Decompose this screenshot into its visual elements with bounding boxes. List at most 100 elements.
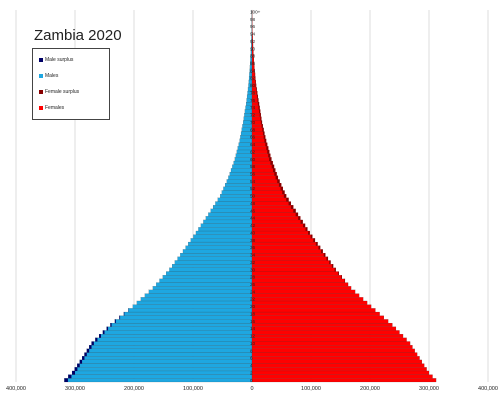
female-surplus-bar bbox=[300, 219, 303, 224]
chart-title: Zambia 2020 bbox=[34, 27, 122, 44]
age-tick-label: 38 bbox=[250, 238, 256, 243]
age-tick-label: 4 bbox=[250, 363, 253, 368]
male-bar bbox=[156, 282, 253, 287]
male-bar bbox=[102, 330, 253, 335]
male-bar bbox=[195, 230, 253, 235]
age-tick-label: 50 bbox=[250, 194, 256, 199]
male-surplus-bar bbox=[119, 315, 121, 320]
male-surplus-bar bbox=[99, 334, 101, 338]
female-surplus-bar bbox=[262, 127, 264, 132]
female-surplus-bar bbox=[262, 131, 265, 136]
x-tick-label: 0 bbox=[250, 386, 253, 392]
x-tick-label: 400,000 bbox=[478, 386, 498, 392]
age-tick-label: 2 bbox=[250, 370, 253, 375]
male-bar bbox=[132, 304, 253, 309]
female-bar bbox=[251, 164, 275, 169]
female-bar bbox=[251, 311, 380, 316]
female-bar bbox=[251, 337, 407, 342]
male-surplus-bar bbox=[82, 356, 85, 360]
age-tick-label: 30 bbox=[250, 267, 256, 272]
female-bar bbox=[251, 315, 384, 320]
female-surplus-bar bbox=[256, 91, 258, 95]
female-bar bbox=[251, 348, 415, 353]
legend-item-female-surplus: Female surplus bbox=[39, 89, 79, 95]
male-bar bbox=[110, 322, 253, 327]
male-bar bbox=[198, 227, 253, 232]
age-tick-label: 56 bbox=[250, 172, 256, 177]
male-bar bbox=[114, 319, 253, 324]
female-surplus-bar bbox=[280, 186, 283, 191]
x-tick-label: 300,000 bbox=[419, 386, 439, 392]
age-tick-label: 74 bbox=[250, 105, 256, 110]
female-bar bbox=[251, 356, 420, 360]
age-tick-label: 52 bbox=[250, 186, 256, 191]
female-bar bbox=[251, 194, 287, 198]
age-tick-label: 92 bbox=[250, 39, 256, 44]
age-tick-label: 10 bbox=[250, 341, 256, 346]
age-tick-label: 82 bbox=[250, 76, 256, 81]
male-bar bbox=[74, 367, 253, 372]
female-surplus-bar bbox=[273, 168, 276, 173]
female-bar bbox=[251, 282, 349, 287]
male-bar bbox=[86, 348, 253, 353]
age-tick-label: 84 bbox=[250, 68, 256, 73]
male-bar bbox=[210, 208, 253, 213]
female-bar bbox=[251, 171, 277, 176]
female-surplus-bar bbox=[341, 275, 342, 279]
female-bar bbox=[251, 286, 352, 290]
male-bar bbox=[79, 359, 253, 364]
age-tick-label: 32 bbox=[250, 260, 256, 265]
age-tick-label: 0 bbox=[250, 378, 253, 383]
male-bar bbox=[182, 249, 253, 254]
female-bar bbox=[251, 326, 397, 331]
female-surplus-bar bbox=[326, 256, 328, 261]
male-surplus-bar bbox=[64, 378, 68, 382]
female-surplus-bar bbox=[257, 98, 259, 103]
female-surplus-bar bbox=[260, 116, 262, 121]
female-surplus-bar bbox=[257, 102, 260, 106]
x-tick-label: 100,000 bbox=[301, 386, 321, 392]
age-tick-label: 48 bbox=[250, 201, 256, 206]
male-bar bbox=[208, 212, 253, 217]
male-bar bbox=[148, 289, 253, 294]
age-tick-label: 66 bbox=[250, 135, 256, 140]
age-tick-label: 90 bbox=[250, 46, 256, 51]
male-surplus-bar bbox=[79, 359, 83, 364]
legend-swatch-females bbox=[39, 105, 43, 110]
legend-swatch-male-surplus bbox=[39, 57, 43, 62]
bars bbox=[64, 9, 437, 383]
female-surplus-bar bbox=[331, 264, 334, 268]
male-bar bbox=[140, 297, 253, 302]
male-bar bbox=[82, 356, 253, 360]
x-tick-labels: 400,000 300,000 200,000 100,000 0 100,000 200,… bbox=[6, 386, 498, 392]
female-surplus-bar bbox=[259, 109, 261, 114]
female-bar bbox=[251, 352, 418, 357]
male-bar bbox=[98, 334, 253, 338]
female-bar bbox=[251, 241, 318, 246]
female-surplus-bar bbox=[259, 113, 261, 117]
female-surplus-bar bbox=[271, 164, 275, 169]
age-tick-label: 70 bbox=[250, 120, 256, 125]
age-tick-label: 88 bbox=[250, 54, 256, 59]
male-surplus-bar bbox=[110, 323, 112, 327]
male-bar bbox=[205, 216, 253, 221]
female-surplus-bar bbox=[323, 253, 326, 257]
male-bar bbox=[77, 363, 253, 368]
male-surplus-bar bbox=[95, 337, 98, 342]
female-bar bbox=[251, 330, 400, 335]
male-bar bbox=[123, 311, 253, 316]
female-bar bbox=[251, 370, 430, 375]
female-bar bbox=[251, 267, 336, 272]
female-bar bbox=[251, 367, 427, 372]
male-bar bbox=[212, 205, 253, 209]
male-surplus-bar bbox=[91, 341, 94, 346]
male-bar bbox=[174, 260, 253, 265]
male-bar bbox=[91, 341, 253, 346]
female-surplus-bar bbox=[256, 87, 257, 92]
age-tick-label: 76 bbox=[250, 98, 256, 103]
male-bar bbox=[177, 256, 253, 261]
female-surplus-bar bbox=[334, 267, 336, 272]
age-tick-label: 28 bbox=[250, 275, 256, 280]
female-bar bbox=[251, 322, 393, 327]
male-bar bbox=[223, 186, 253, 191]
